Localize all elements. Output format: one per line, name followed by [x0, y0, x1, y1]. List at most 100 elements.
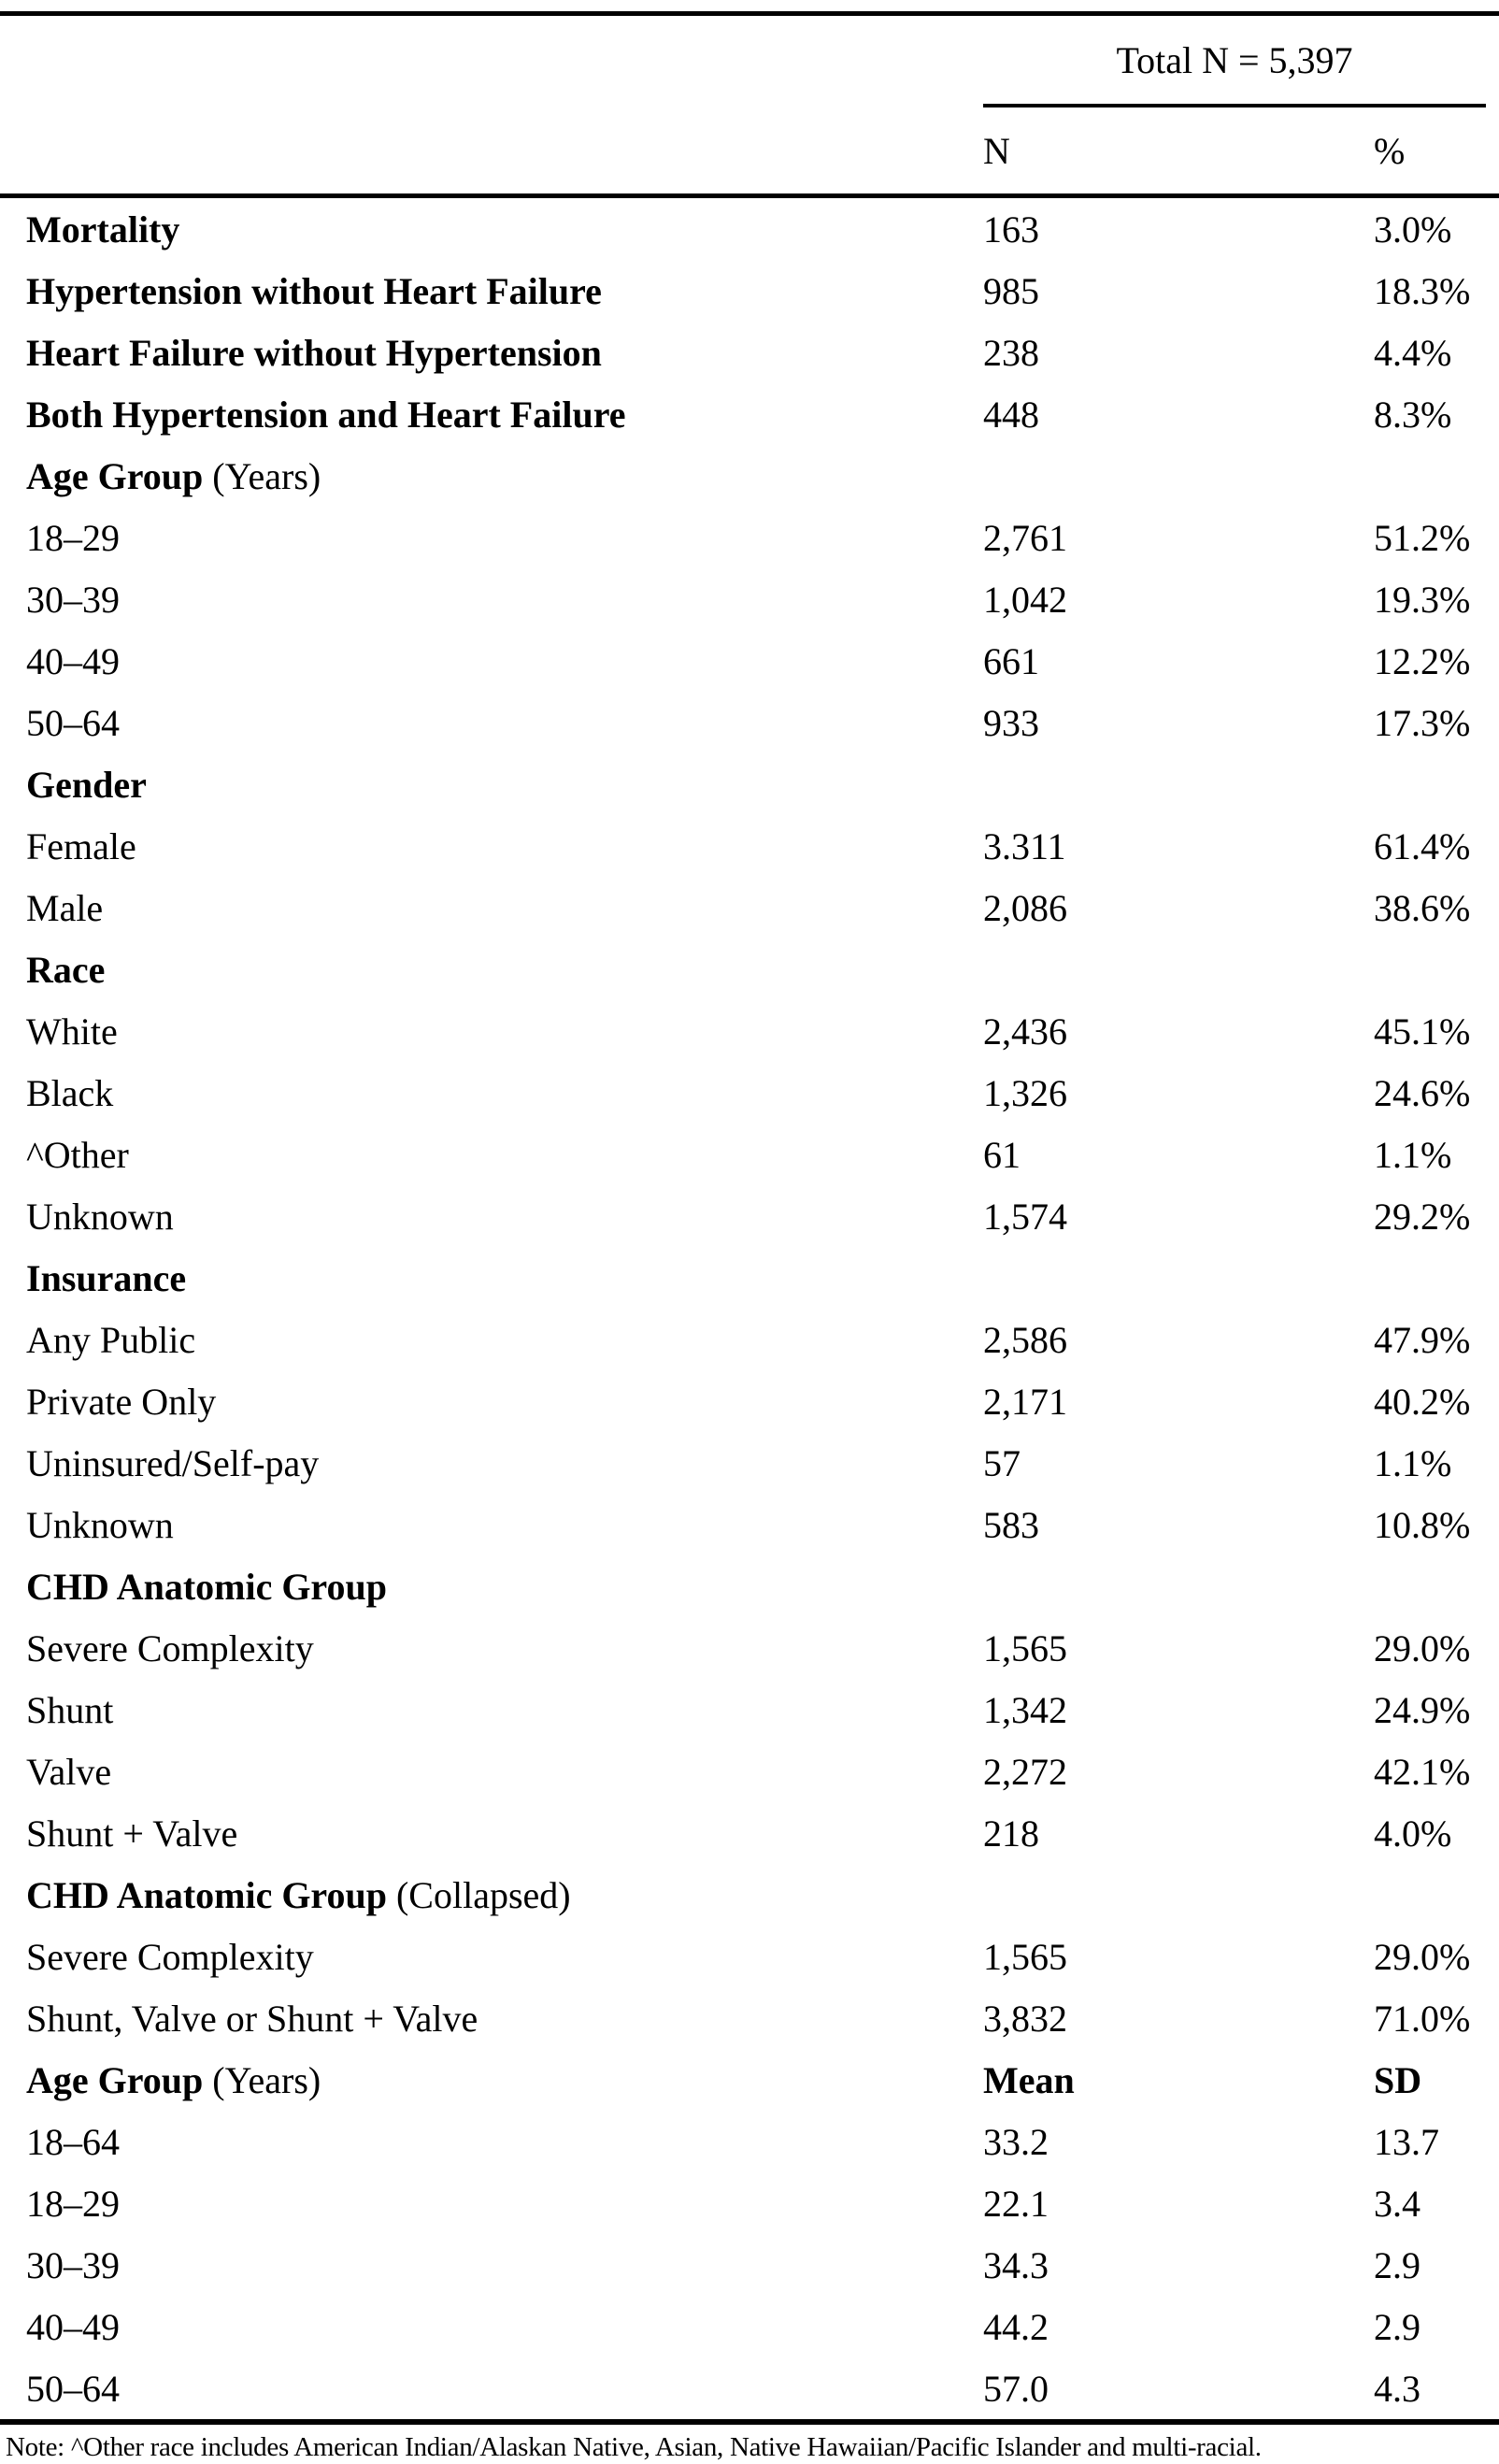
row-label-text: CHD Anatomic Group: [26, 1873, 387, 1916]
row-label-cell: Age Group (Years): [0, 445, 972, 507]
row-label-cell: Female: [0, 815, 972, 877]
cell-pct-value: SD: [1374, 2058, 1422, 2101]
column-header-pct: %: [1355, 107, 1499, 198]
cell-pct-value: 3.0%: [1374, 208, 1452, 251]
row-label-cell: Uninsured/Self-pay: [0, 1432, 972, 1494]
cell-pct-value: 51.2%: [1374, 516, 1471, 559]
cell-n-value: 61: [983, 1133, 1021, 1176]
row-label-text: White: [26, 1010, 118, 1053]
table-row: Age Group (Years): [0, 445, 1499, 507]
cell-pct-value: 24.6%: [1374, 1071, 1471, 1114]
cell-pct-value: 29.0%: [1374, 1935, 1471, 1978]
cell-pct-value: 40.2%: [1374, 1380, 1471, 1423]
row-label-cell: Valve: [0, 1741, 972, 1802]
row-label-cell: Unknown: [0, 1494, 972, 1555]
row-label-cell: White: [0, 1000, 972, 1062]
row-label-cell: Insurance: [0, 1247, 972, 1309]
cell-pct-value: 17.3%: [1374, 701, 1471, 744]
row-label-cell: Shunt, Valve or Shunt + Valve: [0, 1987, 972, 2049]
table-footnote: Note: ^Other race includes American Indi…: [6, 2432, 1262, 2462]
row-label-text: Race: [26, 948, 106, 991]
row-label-cell: 18–64: [0, 2111, 972, 2172]
table-row: Mortality 163 3.0%: [0, 196, 1499, 261]
cell-n-value: 218: [983, 1812, 1039, 1855]
table-row: Any Public 2,586 47.9%: [0, 1309, 1499, 1370]
cell-pct-value: 29.0%: [1374, 1626, 1471, 1669]
row-label-text: Hypertension without Heart Failure: [26, 269, 602, 312]
row-label-text: Unknown: [26, 1503, 174, 1546]
row-label-suffix: (Years): [203, 454, 321, 497]
table-row: Male 2,086 38.6%: [0, 877, 1499, 938]
cell-n-value: 1,326: [983, 1071, 1067, 1114]
table-row: Uninsured/Self-pay 57 1.1%: [0, 1432, 1499, 1494]
row-label-text: Valve: [26, 1750, 112, 1793]
cell-n-value: [972, 753, 1355, 815]
cell-pct-value: 2.9: [1374, 2305, 1420, 2348]
cell-n-value: Mean: [983, 2058, 1075, 2101]
row-label-text: Severe Complexity: [26, 1935, 314, 1978]
table-row: 18–64 33.2 13.7: [0, 2111, 1499, 2172]
column-header-row: N %: [0, 107, 1499, 198]
cell-pct-value: 3.4: [1374, 2182, 1420, 2225]
table-row: 40–49 661 12.2%: [0, 630, 1499, 692]
cell-n-value: [972, 938, 1355, 1000]
row-label-text: Female: [26, 824, 136, 867]
cell-pct-value: [1355, 1555, 1499, 1617]
total-header-row: Total N = 5,397: [0, 14, 1499, 108]
row-label-text: Male: [26, 886, 104, 929]
cell-n-value: 2,171: [983, 1380, 1067, 1423]
cell-n-value: 22.1: [983, 2182, 1049, 2225]
cell-n-value: 238: [983, 331, 1039, 374]
cell-pct-value: 2.9: [1374, 2243, 1420, 2286]
table-row: 50–64 57.0 4.3: [0, 2357, 1499, 2422]
table-row: Black 1,326 24.6%: [0, 1062, 1499, 1124]
cell-n-value: 2,272: [983, 1750, 1067, 1793]
row-label-cell: Hypertension without Heart Failure: [0, 260, 972, 322]
cell-pct-value: 61.4%: [1374, 824, 1471, 867]
row-label-text: 18–29: [26, 2182, 120, 2225]
cell-n-value: 3.311: [983, 824, 1066, 867]
cell-pct-value: 19.3%: [1374, 578, 1471, 621]
row-label-cell: Any Public: [0, 1309, 972, 1370]
row-label-text: 30–39: [26, 578, 120, 621]
cell-pct-value: 10.8%: [1374, 1503, 1471, 1546]
cell-n-value: [972, 1247, 1355, 1309]
cell-n-value: 933: [983, 701, 1039, 744]
row-label-cell: ^Other: [0, 1124, 972, 1185]
cell-n-value: 985: [983, 269, 1039, 312]
row-label-text: 40–49: [26, 2305, 120, 2348]
cell-pct-value: 24.9%: [1374, 1688, 1471, 1731]
table-row: 50–64 933 17.3%: [0, 692, 1499, 753]
table-row: CHD Anatomic Group (Collapsed): [0, 1864, 1499, 1926]
table-body: Mortality 163 3.0% Hypertension without Hea…: [0, 196, 1499, 2423]
cell-n-value: 1,565: [983, 1935, 1067, 1978]
table-row: Shunt 1,342 24.9%: [0, 1679, 1499, 1741]
row-label-cell: Race: [0, 938, 972, 1000]
row-label-text: Shunt, Valve or Shunt + Valve: [26, 1997, 478, 2040]
row-label-suffix: (Years): [203, 2058, 321, 2101]
table-row: 30–39 1,042 19.3%: [0, 568, 1499, 630]
row-label-cell: CHD Anatomic Group: [0, 1555, 972, 1617]
cell-n-value: 1,565: [983, 1626, 1067, 1669]
table-row: 18–29 22.1 3.4: [0, 2172, 1499, 2234]
cell-n-value: 583: [983, 1503, 1039, 1546]
cell-pct-value: 4.3: [1374, 2367, 1420, 2410]
row-label-text: Mortality: [26, 208, 180, 251]
cell-pct-value: 1.1%: [1374, 1441, 1452, 1484]
row-label-text: Insurance: [26, 1256, 187, 1299]
empty-header-cell: [0, 14, 972, 108]
table-row: Unknown 583 10.8%: [0, 1494, 1499, 1555]
row-label-cell: Shunt: [0, 1679, 972, 1741]
table-row: Race: [0, 938, 1499, 1000]
empty-header-cell: [0, 107, 972, 198]
row-label-text: 18–29: [26, 516, 120, 559]
row-label-text: Age Group: [26, 2058, 204, 2101]
cell-n-value: 2,436: [983, 1010, 1067, 1053]
row-label-text: 18–64: [26, 2120, 120, 2163]
row-label-text: Private Only: [26, 1380, 217, 1423]
cell-pct-value: 71.0%: [1374, 1997, 1471, 2040]
total-n-label: Total N = 5,397: [1116, 38, 1353, 81]
cell-n-value: [972, 445, 1355, 507]
demographics-summary-table: Total N = 5,397 N % Mortality 163 3.0% Hype…: [0, 11, 1499, 2425]
cell-pct-value: 12.2%: [1374, 639, 1471, 682]
